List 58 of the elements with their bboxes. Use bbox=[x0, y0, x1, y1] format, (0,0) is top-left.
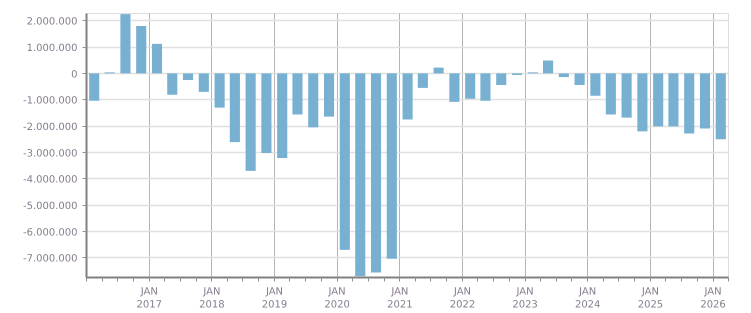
bar bbox=[120, 14, 130, 74]
bar bbox=[622, 73, 632, 118]
bar bbox=[684, 73, 694, 134]
x-tick-label: JAN 2026 bbox=[700, 286, 726, 311]
y-tick-label: -1.000.000 bbox=[23, 96, 78, 107]
bar bbox=[668, 73, 678, 126]
bar bbox=[277, 73, 288, 158]
bar bbox=[637, 73, 648, 132]
bar bbox=[292, 73, 303, 114]
bar bbox=[355, 73, 366, 276]
bar bbox=[449, 73, 460, 102]
bar bbox=[152, 44, 162, 74]
bar bbox=[198, 73, 209, 92]
bar bbox=[480, 73, 491, 101]
bar bbox=[496, 73, 506, 85]
bar bbox=[606, 73, 616, 114]
y-tick-label: -5.000.000 bbox=[23, 201, 78, 212]
x-tick-label: JAN 2021 bbox=[387, 286, 413, 311]
bar bbox=[324, 73, 334, 117]
y-tick-label: -7.000.000 bbox=[23, 254, 78, 265]
x-tick-label: JAN 2017 bbox=[136, 286, 162, 311]
bar bbox=[434, 68, 444, 74]
bar bbox=[543, 60, 554, 74]
y-tick-label: 0 bbox=[71, 69, 78, 80]
x-tick-label: JAN 2020 bbox=[324, 286, 350, 311]
bar bbox=[386, 73, 397, 259]
bar bbox=[136, 26, 146, 74]
y-tick-label: 1.000.000 bbox=[26, 43, 78, 54]
bar bbox=[653, 73, 664, 126]
bar bbox=[182, 73, 194, 80]
bar bbox=[590, 73, 600, 96]
y-tick-label: -3.000.000 bbox=[23, 148, 78, 160]
y-tick-label: -2.000.000 bbox=[23, 122, 78, 134]
y-tick-label: 2.000.000 bbox=[26, 16, 78, 28]
bar bbox=[700, 73, 710, 128]
bar bbox=[418, 73, 428, 88]
bar bbox=[89, 73, 100, 101]
bar bbox=[716, 73, 726, 140]
bar bbox=[558, 73, 569, 78]
y-tick-label: -4.000.000 bbox=[23, 174, 78, 186]
bar bbox=[246, 73, 256, 171]
bar bbox=[340, 73, 350, 250]
bar bbox=[402, 73, 413, 120]
bar bbox=[308, 73, 318, 128]
y-tick-label: -6.000.000 bbox=[23, 227, 78, 238]
bar bbox=[465, 73, 476, 99]
bar bbox=[574, 73, 585, 85]
bar bbox=[214, 73, 225, 108]
bar bbox=[261, 73, 272, 153]
bar bbox=[230, 73, 240, 142]
x-tick-label: JAN 2022 bbox=[450, 286, 476, 311]
x-tick-label: JAN 2023 bbox=[512, 286, 538, 311]
x-tick-label: JAN 2018 bbox=[199, 286, 225, 311]
x-tick-label: JAN 2025 bbox=[638, 286, 664, 311]
x-tick-label: JAN 2024 bbox=[574, 286, 600, 311]
x-tick-label: JAN 2019 bbox=[262, 286, 288, 311]
bar bbox=[167, 73, 178, 95]
bar bbox=[370, 73, 382, 272]
